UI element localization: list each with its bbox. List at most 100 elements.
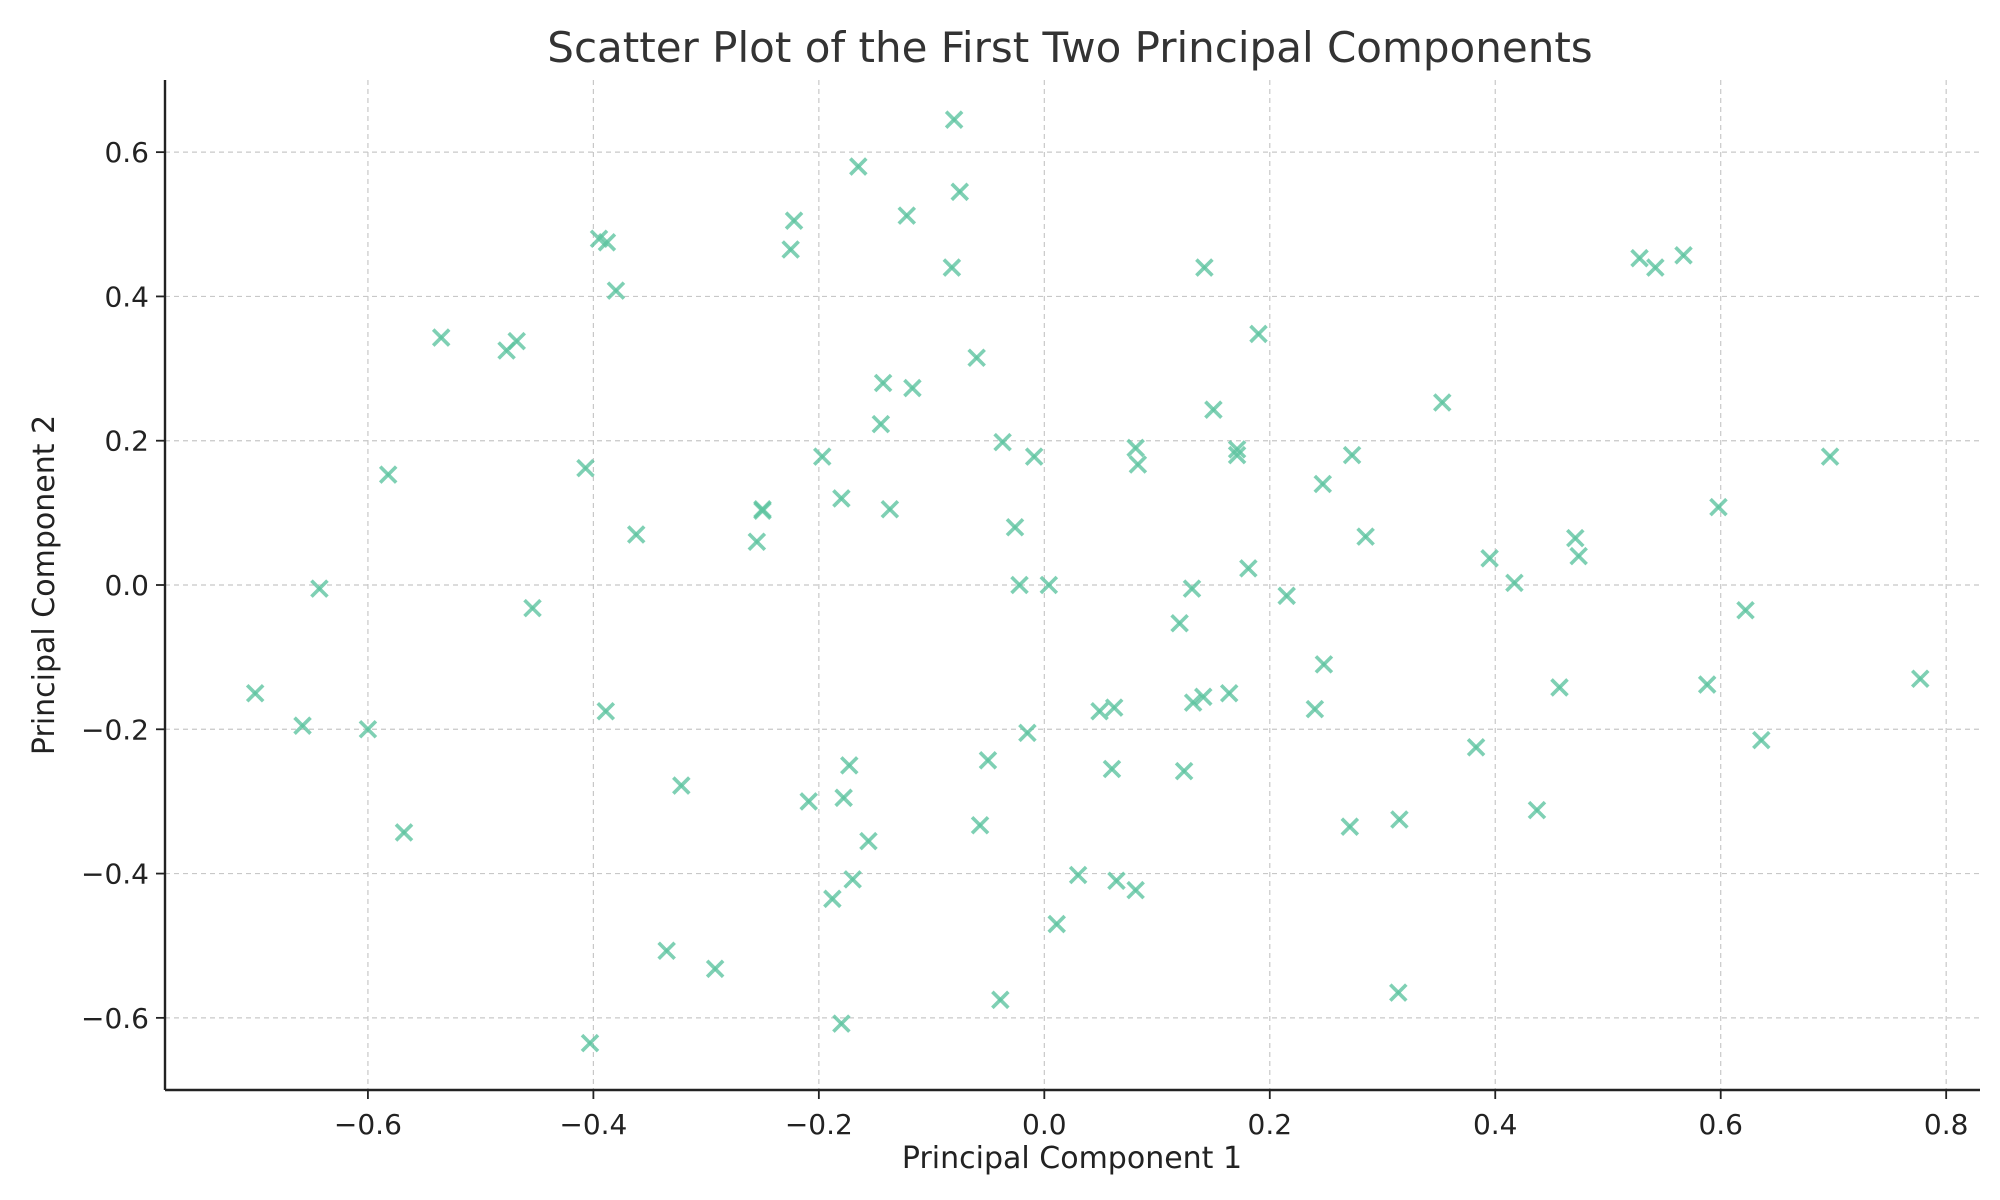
y-tick-label: 0.4 xyxy=(104,280,149,313)
data-point xyxy=(880,499,900,519)
data-point xyxy=(523,598,542,618)
x-tick-label: 0.8 xyxy=(1924,1108,1969,1141)
data-point xyxy=(1126,438,1145,458)
data-point xyxy=(823,889,842,909)
data-point xyxy=(1068,865,1088,885)
data-point xyxy=(245,683,265,703)
data-point xyxy=(1102,759,1122,779)
data-point xyxy=(1010,575,1029,595)
data-point xyxy=(942,258,962,277)
x-tick-label: −0.4 xyxy=(559,1108,627,1141)
data-point xyxy=(1910,669,1930,689)
data-point xyxy=(1305,699,1325,719)
data-point xyxy=(781,240,800,259)
data-point xyxy=(903,378,922,398)
data-point xyxy=(991,990,1010,1010)
data-point xyxy=(1249,324,1268,344)
data-point xyxy=(834,788,853,808)
grid-lines xyxy=(165,80,1980,1090)
data-point xyxy=(580,1033,600,1053)
data-point xyxy=(1736,600,1755,620)
data-point xyxy=(497,341,516,360)
data-point xyxy=(657,941,676,961)
x-tick-label: 0.0 xyxy=(1022,1108,1067,1141)
y-axis-label: Principal Component 2 xyxy=(27,415,62,755)
data-point xyxy=(378,465,398,484)
data-point xyxy=(1527,800,1547,820)
data-point xyxy=(799,792,818,811)
y-tick-label: −0.4 xyxy=(81,858,149,891)
data-point xyxy=(859,831,878,851)
data-point xyxy=(1090,701,1109,721)
data-point xyxy=(747,532,767,551)
data-point xyxy=(1174,761,1194,781)
data-point xyxy=(832,489,851,508)
data-point xyxy=(1356,527,1375,546)
x-axis-ticks: −0.6 −0.4 −0.2 0.0 0.2 0.4 0.6 0.8 xyxy=(334,1090,1969,1141)
data-point xyxy=(1697,675,1717,694)
data-point xyxy=(832,1014,851,1033)
y-tick-label: −0.6 xyxy=(81,1002,149,1035)
data-point xyxy=(1024,447,1044,466)
data-point xyxy=(812,447,832,466)
data-point xyxy=(1550,678,1569,697)
data-point xyxy=(1170,613,1189,633)
data-point xyxy=(1390,810,1409,829)
data-point xyxy=(1239,559,1258,578)
data-point xyxy=(840,756,859,775)
data-point xyxy=(1193,687,1213,707)
data-point xyxy=(950,182,970,202)
data-point xyxy=(1752,730,1771,750)
data-point xyxy=(897,206,917,225)
data-point xyxy=(1107,871,1126,891)
data-point xyxy=(431,328,451,347)
x-tick-label: 0.4 xyxy=(1473,1108,1518,1141)
data-point xyxy=(705,959,725,979)
chart-title: Scatter Plot of the First Two Principal … xyxy=(547,23,1592,72)
y-tick-label: 0.0 xyxy=(104,569,149,602)
data-point xyxy=(1182,579,1202,598)
data-point xyxy=(1204,400,1223,419)
y-tick-label: −0.2 xyxy=(81,713,149,746)
data-point xyxy=(1566,528,1585,548)
data-point xyxy=(1314,655,1334,674)
data-point xyxy=(970,815,990,835)
data-point xyxy=(1466,738,1486,757)
data-point xyxy=(672,776,691,795)
data-point xyxy=(753,501,772,520)
data-point xyxy=(576,458,595,478)
data-point xyxy=(944,110,964,129)
data-point xyxy=(1227,445,1247,465)
data-point xyxy=(1340,817,1360,836)
data-point xyxy=(967,348,986,368)
data-point xyxy=(1128,455,1148,474)
data-point xyxy=(1313,474,1333,494)
data-point xyxy=(293,716,312,735)
data-point xyxy=(1018,723,1037,743)
data-point xyxy=(1219,683,1239,703)
data-point xyxy=(1047,914,1066,934)
data-point xyxy=(1630,248,1649,268)
x-axis-label: Principal Component 1 xyxy=(902,1141,1242,1176)
data-point xyxy=(843,870,862,889)
data-point xyxy=(1432,393,1452,412)
y-tick-label: 0.6 xyxy=(104,136,149,169)
data-point xyxy=(978,751,998,770)
data-point xyxy=(1277,586,1296,606)
data-point xyxy=(1039,575,1059,595)
data-point xyxy=(1480,549,1499,568)
data-point xyxy=(1227,440,1247,459)
x-tick-label: −0.2 xyxy=(785,1108,853,1141)
data-point xyxy=(1709,497,1728,517)
data-point xyxy=(1389,983,1408,1002)
data-point xyxy=(626,525,646,544)
data-point xyxy=(1342,445,1362,465)
data-point xyxy=(358,720,378,739)
data-point xyxy=(1674,246,1693,265)
data-point xyxy=(1505,573,1524,593)
data-point xyxy=(606,281,626,300)
data-point xyxy=(1646,258,1665,277)
data-points xyxy=(245,110,1930,1053)
x-tick-label: 0.2 xyxy=(1248,1108,1293,1141)
